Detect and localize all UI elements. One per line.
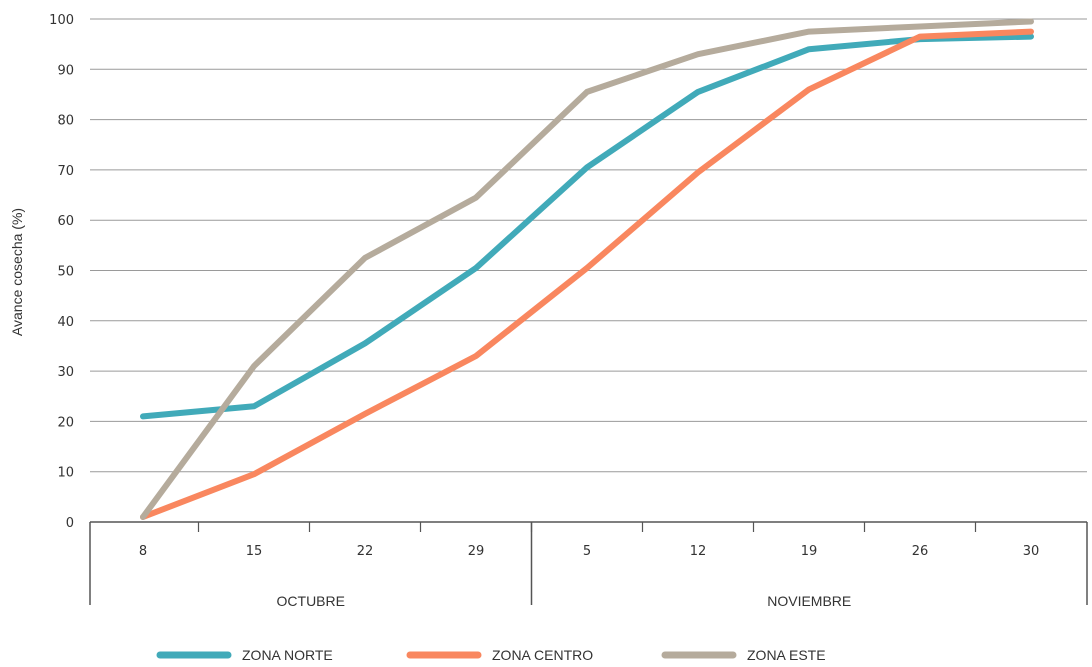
y-tick-label: 0 <box>66 516 74 531</box>
x-group-label: NOVIEMBRE <box>767 593 851 609</box>
x-tick-label: 5 <box>583 544 591 559</box>
x-tick-label: 22 <box>357 544 374 559</box>
legend-label: ZONA NORTE <box>242 647 333 663</box>
series-line-1 <box>140 33 1034 420</box>
y-tick-label: 30 <box>57 365 74 380</box>
y-axis-label: Avance cosecha (%) <box>9 208 25 336</box>
x-axis: 8 15 22 29 5 12 19 26 30 OCTUBRE NOVIEMBRE <box>89 521 1088 609</box>
y-tick-label: 60 <box>57 214 74 229</box>
series-line-2 <box>140 28 1034 520</box>
x-tick-label: 12 <box>690 544 707 559</box>
legend-label: ZONA ESTE <box>747 647 826 663</box>
x-tick-label: 30 <box>1023 544 1040 559</box>
legend-label: ZONA CENTRO <box>492 647 593 663</box>
x-tick-label: 15 <box>246 544 263 559</box>
y-tick-label: 70 <box>57 164 74 179</box>
y-tick-label: 100 <box>49 13 74 28</box>
x-tick-label: 29 <box>468 544 485 559</box>
y-tick-label: 90 <box>57 63 74 78</box>
x-tick-label: 19 <box>801 544 818 559</box>
x-tick-label: 8 <box>139 544 147 559</box>
legend: ZONA NORTE ZONA CENTRO ZONA ESTE <box>156 647 826 663</box>
y-tick-label: 80 <box>57 114 74 129</box>
y-tick-label: 50 <box>57 265 74 280</box>
series-line-3 <box>140 18 1034 520</box>
y-tick-label: 40 <box>57 315 74 330</box>
series-lines <box>140 18 1034 520</box>
y-tick-label: 20 <box>57 415 74 430</box>
y-tick-label: 10 <box>57 466 74 481</box>
y-tick-labels: 0 10 20 30 40 50 60 70 80 90 100 <box>49 13 74 531</box>
x-group-label: OCTUBRE <box>277 593 345 609</box>
x-tick-label: 26 <box>912 544 929 559</box>
gridlines <box>90 18 1087 473</box>
